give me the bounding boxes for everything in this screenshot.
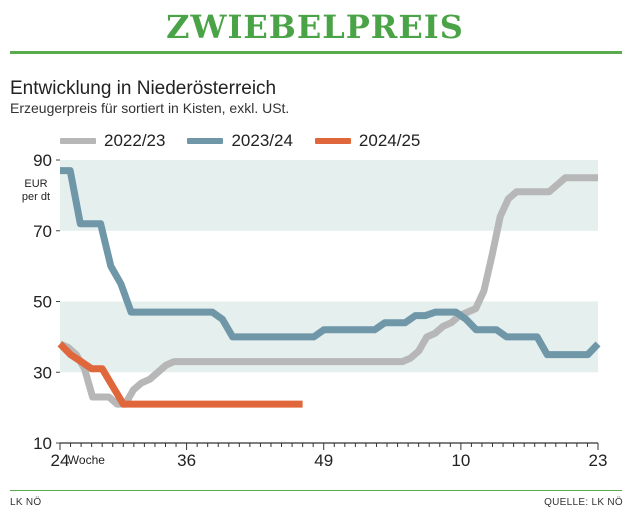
chart-title: ZWIEBELPREIS — [166, 8, 464, 46]
y-tick-label: 70 — [33, 222, 52, 241]
footer-source-right: QUELLE: LK NÖ — [544, 497, 623, 508]
legend-label: 2023/24 — [231, 131, 293, 150]
legend-swatch — [314, 138, 351, 144]
x-tick-label: 24 — [51, 451, 70, 470]
y-axis-label: EUR per dt — [22, 178, 50, 203]
legend-swatch — [60, 138, 96, 144]
legend-item: 2024/25 — [314, 131, 421, 151]
y-tick-label: 90 — [33, 151, 52, 170]
footer-divider — [10, 490, 622, 491]
x-axis-label: Woche — [68, 453, 105, 467]
legend-label: 2022/23 — [104, 131, 166, 150]
chart-note: Erzeugerpreis für sortiert in Kisten, ex… — [10, 100, 290, 116]
legend-label: 2024/25 — [358, 131, 421, 150]
y-tick-label: 30 — [33, 363, 52, 382]
legend-item: 2022/23 — [60, 131, 165, 151]
legend-swatch — [187, 138, 224, 144]
chart-legend: 2022/23 2023/24 2024/25 — [60, 130, 442, 152]
chart-subtitle: Entwicklung in Niederösterreich — [10, 78, 277, 99]
footer-source-left: LK NÖ — [10, 497, 42, 508]
series-line-2023-24 — [60, 167, 601, 359]
x-tick-label: 10 — [451, 451, 470, 470]
x-tick-label: 36 — [177, 451, 196, 470]
series-line-2022-23 — [58, 174, 598, 408]
x-tick-label: 23 — [589, 451, 608, 470]
y-tick-label: 10 — [33, 434, 52, 453]
line-chart: 10 30 50 70 90 EUR per dt 24 36 49 10 23 Woche — [22, 151, 608, 470]
series-line-2024-25 — [57, 341, 303, 408]
y-tick-label: 50 — [33, 293, 52, 312]
legend-item: 2023/24 — [187, 131, 293, 151]
header-divider — [10, 51, 622, 54]
x-tick-label: 49 — [314, 451, 333, 470]
